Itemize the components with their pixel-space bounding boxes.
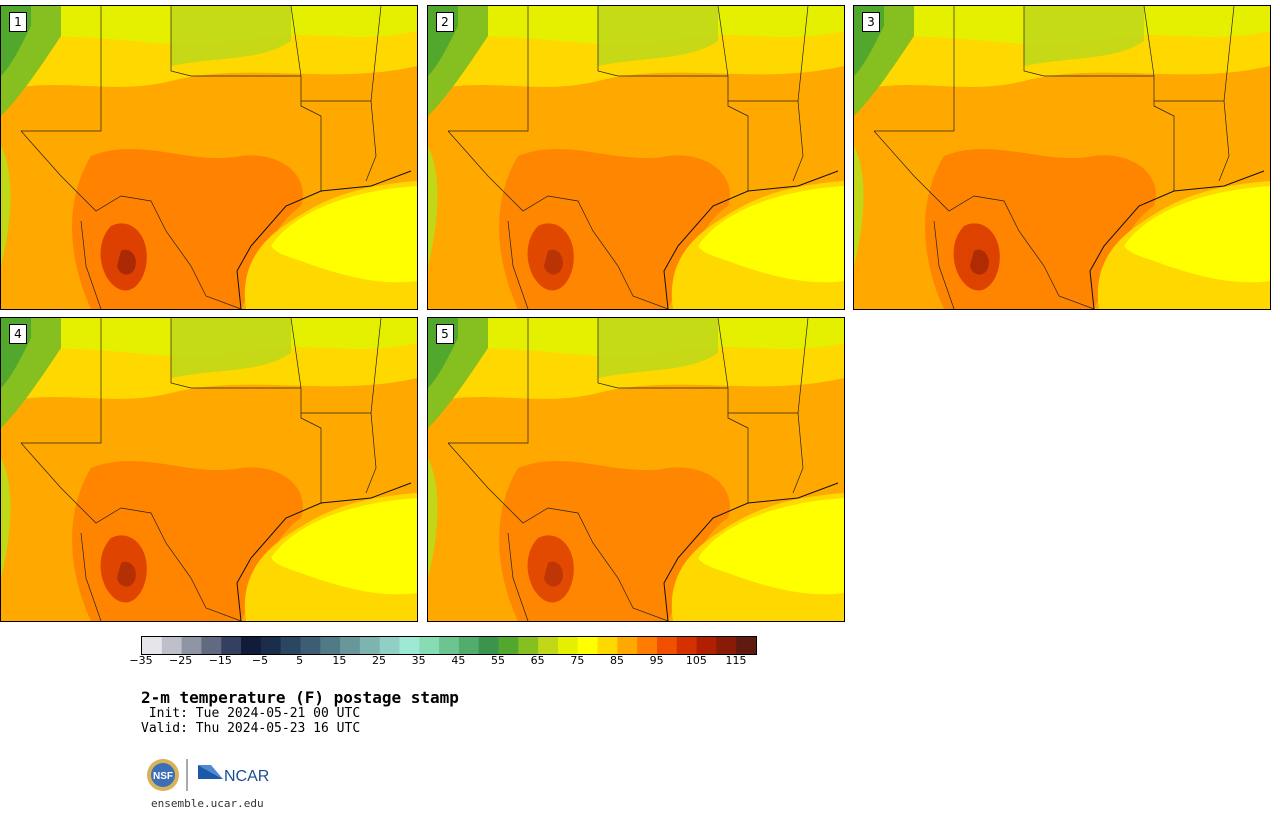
temperature-map — [1, 6, 417, 309]
temperature-map — [428, 318, 844, 621]
colorbar-swatch — [419, 637, 440, 654]
colorbar-swatch — [736, 637, 757, 654]
temperature-map — [854, 6, 1270, 309]
colorbar-tick-label: −35 — [129, 654, 153, 667]
colorbar-tick-label: 15 — [332, 654, 347, 667]
colorbar-tick-label: −15 — [208, 654, 232, 667]
panel-number: 1 — [9, 12, 27, 32]
colorbar-swatch — [221, 637, 242, 654]
logos: NSF NCAR — [147, 759, 269, 791]
colorbar-tick-label: 5 — [296, 654, 304, 667]
stamp-panel-5: 5 — [427, 317, 845, 622]
colorbar-tick-label: 95 — [649, 654, 664, 667]
colorbar-swatch — [498, 637, 519, 654]
colorbar-swatch — [577, 637, 599, 654]
init-time: Init: Tue 2024-05-21 00 UTC — [141, 706, 361, 721]
colorbar-swatch — [557, 637, 579, 654]
colorbar-swatch — [379, 637, 400, 654]
colorbar-swatch — [637, 637, 658, 654]
temperature-map — [428, 6, 844, 309]
colorbar-swatch — [399, 637, 420, 654]
colorbar-tick-label: −25 — [169, 654, 193, 667]
colorbar-swatch — [201, 637, 222, 654]
temperature-map — [1, 318, 417, 621]
figure-title: 2-m temperature (F) postage stamp — [141, 688, 459, 707]
colorbar-swatch — [320, 637, 341, 654]
colorbar-swatch — [340, 637, 361, 654]
colorbar-swatch — [676, 637, 698, 654]
panel-number: 4 — [9, 324, 27, 344]
colorbar-swatch — [518, 637, 539, 654]
colorbar-tick-label: 85 — [610, 654, 624, 667]
colorbar-swatch — [478, 637, 500, 654]
colorbar-swatch — [439, 637, 460, 654]
panel-number: 3 — [862, 12, 880, 32]
colorbar-tick-label: 65 — [530, 654, 545, 667]
temperature-colorbar — [141, 636, 757, 655]
panel-number: 5 — [436, 324, 454, 344]
website-url: ensemble.ucar.edu — [151, 797, 264, 810]
colorbar-tick-label: 45 — [451, 654, 466, 667]
colorbar-swatch — [656, 637, 678, 654]
colorbar-swatch — [300, 637, 321, 654]
colorbar-swatch — [142, 637, 163, 654]
colorbar-tick-label: 115 — [725, 654, 747, 667]
colorbar-swatch — [696, 637, 717, 654]
colorbar-tick-label: 105 — [685, 654, 707, 667]
colorbar-swatch — [458, 637, 480, 654]
colorbar-swatch — [280, 637, 301, 654]
colorbar-swatch — [161, 637, 183, 654]
stamp-panel-4: 4 — [0, 317, 418, 622]
colorbar-tick-label: 75 — [570, 654, 585, 667]
colorbar-tick-label: 55 — [491, 654, 505, 667]
colorbar-swatch — [181, 637, 202, 654]
colorbar-swatch — [260, 637, 282, 654]
colorbar-tick-label: 25 — [372, 654, 386, 667]
colorbar-swatch — [359, 637, 381, 654]
stamp-panel-3: 3 — [853, 5, 1271, 310]
colorbar-swatch — [538, 637, 559, 654]
panel-number: 2 — [436, 12, 454, 32]
colorbar-swatch — [617, 637, 638, 654]
colorbar-swatch — [716, 637, 737, 654]
colorbar-swatch — [597, 637, 618, 654]
stamp-panel-1: 1 — [0, 5, 418, 310]
nsf-logo-text: NSF — [153, 771, 173, 782]
colorbar-tick-label: 35 — [411, 654, 426, 667]
colorbar-swatch — [241, 637, 262, 654]
ncar-logo-text: NCAR — [224, 768, 269, 785]
valid-time: Valid: Thu 2024-05-23 16 UTC — [141, 721, 361, 736]
stamp-panel-2: 2 — [427, 5, 845, 310]
colorbar-tick-label: −5 — [251, 654, 269, 667]
colorbar-tick-labels: −35 −25 −15 −5 5 15 25 35 45 55 65 75 85 95 105 115 — [0, 654, 900, 674]
